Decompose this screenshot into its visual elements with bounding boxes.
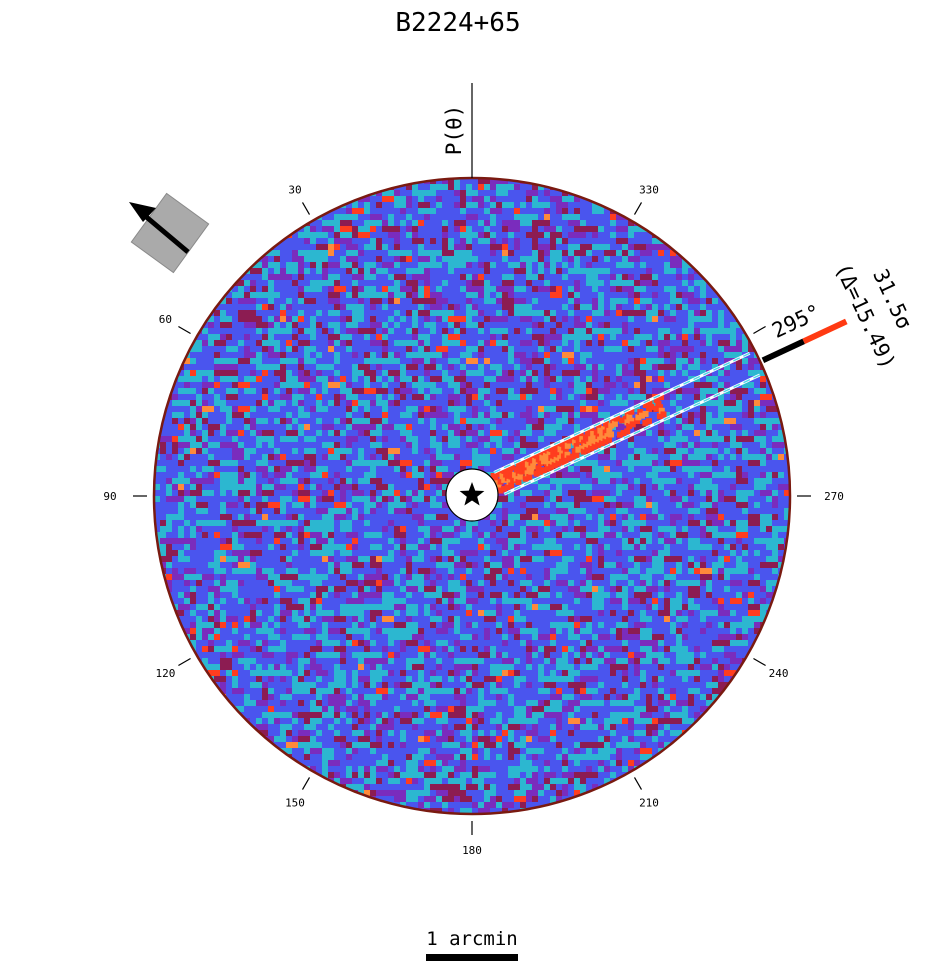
feature-streak (490, 396, 667, 494)
scale-bar-line (426, 954, 518, 961)
angle-tick (301, 202, 311, 215)
feature-band-outline (493, 351, 761, 496)
angle-tick-label: 210 (639, 797, 659, 810)
proper-motion-arrow-icon (129, 192, 210, 274)
angle-tick (633, 202, 643, 215)
axis-label: P(θ) (442, 105, 466, 156)
angle-tick-label: 150 (285, 797, 305, 810)
angle-tick-label: 180 (462, 844, 482, 857)
angle-tick-label: 90 (103, 490, 116, 503)
angle-tick-label: 60 (159, 313, 172, 326)
angle-tick (178, 325, 191, 335)
angle-tick (178, 657, 191, 667)
angle-ticks: 30 60 90 120 150 180 210 240 270 330 (103, 183, 844, 857)
angle-tick-label: 330 (639, 183, 659, 196)
angle-tick-label: 120 (155, 667, 175, 680)
feature-bar-red (802, 318, 848, 345)
angle-tick (753, 325, 766, 335)
feature-indicator: 295° 31.5σ (Δ=15.49) (761, 259, 917, 373)
center-marker (445, 468, 499, 522)
scale-bar-label: 1 arcmin (426, 928, 518, 950)
angle-tick (753, 657, 766, 667)
star-icon (459, 482, 485, 506)
feature-bar-black (761, 338, 805, 364)
angle-tick-label: 240 (769, 667, 789, 680)
scale-bar: 1 arcmin (426, 928, 518, 961)
intensity-map (152, 176, 792, 816)
angle-tick (301, 777, 311, 790)
figure-title: B2224+65 (395, 8, 520, 38)
angle-tick-label: 270 (824, 490, 844, 503)
angle-tick (633, 777, 643, 790)
map-noise (154, 178, 790, 814)
angle-tick-label: 30 (288, 183, 301, 196)
